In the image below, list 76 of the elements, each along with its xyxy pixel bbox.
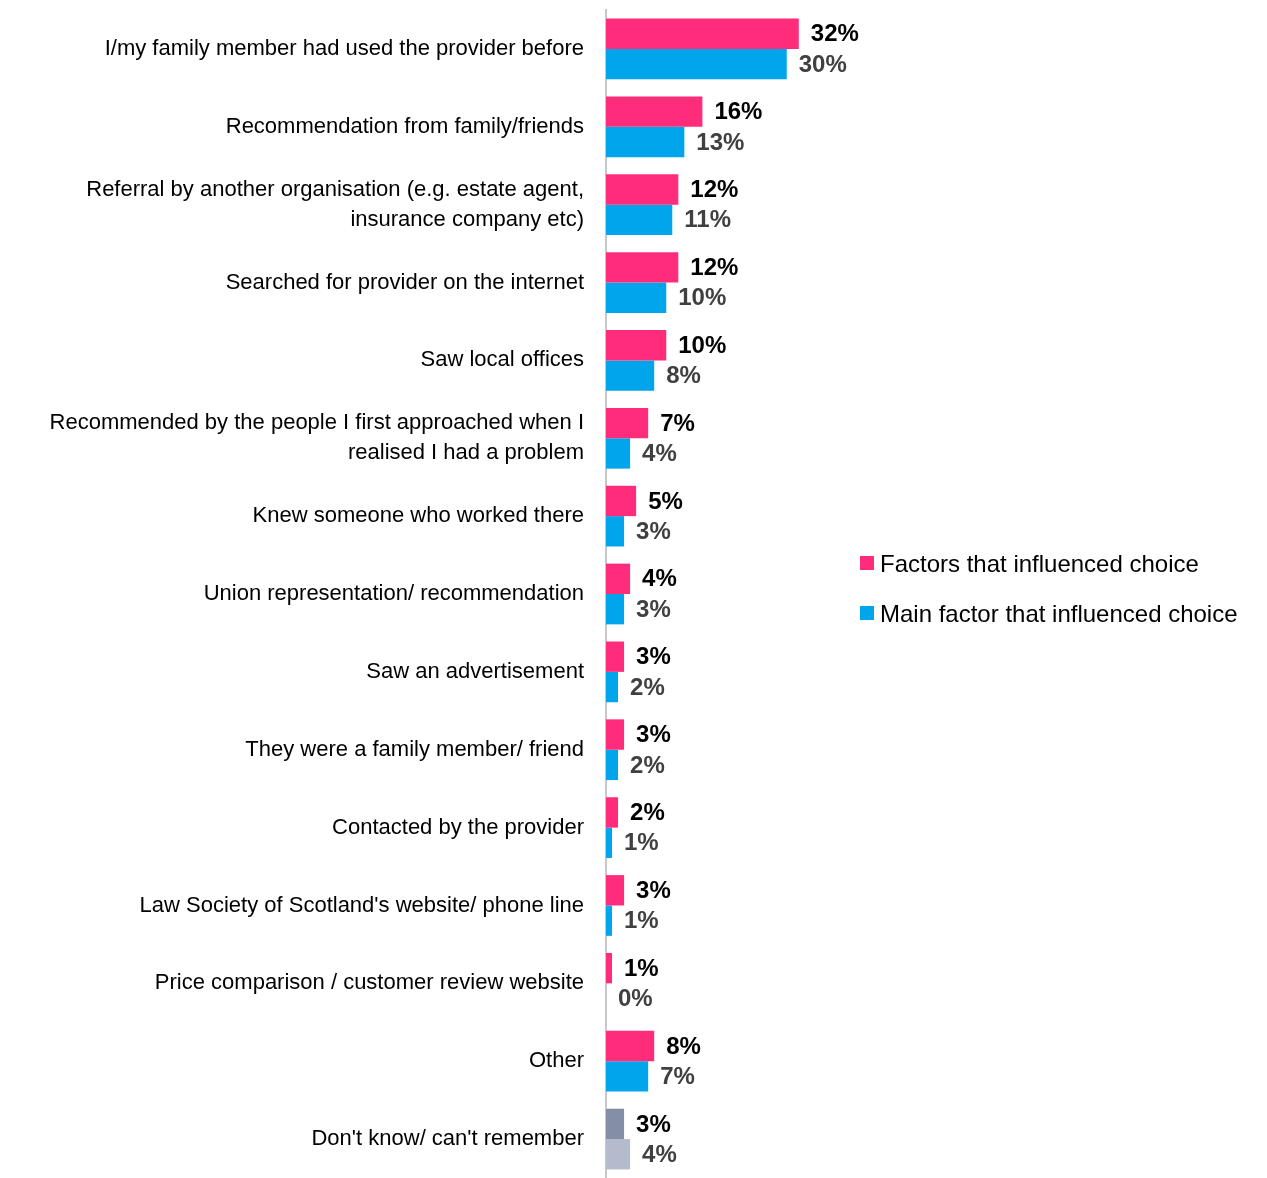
y-tick-label: Saw local offices (420, 346, 584, 372)
y-tick-label: Knew someone who worked there (252, 502, 584, 528)
data-label: 10% (678, 330, 727, 358)
bar (606, 875, 625, 906)
bar (606, 594, 625, 625)
bar (606, 174, 679, 205)
bar (606, 516, 625, 547)
data-label: 32% (810, 19, 859, 47)
data-label: 12% (690, 252, 739, 280)
data-label: 30% (798, 49, 847, 77)
data-label: 3% (636, 594, 671, 622)
data-label: 3% (636, 642, 671, 670)
y-tick-label: Other (528, 1047, 584, 1073)
bar (606, 952, 613, 984)
y-tick-label: Recommended by the people I first approached when I realised I had a problem (49, 409, 584, 465)
y-tick-label: Price comparison / customer review website (154, 969, 584, 995)
bar (606, 48, 787, 80)
bar (606, 905, 613, 936)
bar (606, 485, 637, 517)
data-label: 5% (648, 486, 683, 514)
bar (606, 438, 631, 469)
data-label: 2% (630, 750, 665, 778)
bar (606, 563, 631, 594)
bar (606, 797, 619, 828)
y-tick-label: I/my family member had used the provider before (104, 35, 584, 60)
bar (606, 282, 667, 313)
y-tick-label: Referral by another organisation (e.g. estate agent, insurance company etc) (86, 175, 584, 231)
data-label: 16% (714, 97, 763, 125)
data-label: 12% (690, 175, 739, 203)
y-tick-label: Law Society of Scotland's website/ phone line (139, 891, 584, 917)
bar (606, 1030, 655, 1062)
data-label: 2% (630, 672, 665, 700)
data-label: 13% (696, 127, 745, 155)
bar (606, 96, 703, 127)
data-label: 3% (636, 1109, 671, 1137)
data-label: 4% (642, 439, 677, 467)
y-tick-label: Union representation/ recommendation (203, 580, 584, 606)
y-tick-label: Saw an advertisement (366, 657, 584, 683)
bar (606, 252, 679, 283)
bar (606, 1139, 631, 1170)
bar (606, 1108, 625, 1140)
bar (606, 204, 673, 236)
data-label: 7% (660, 408, 695, 436)
data-label: 1% (624, 906, 659, 934)
data-label: 1% (624, 953, 659, 981)
bar (606, 719, 625, 750)
bar (606, 360, 655, 391)
data-label: 3% (636, 720, 671, 748)
data-label: 0% (618, 984, 653, 1012)
bar (606, 407, 649, 439)
legend-label: Main factor that influenced choice (880, 600, 1238, 628)
bar (606, 126, 685, 158)
bar (606, 671, 619, 703)
bar (606, 749, 619, 781)
data-label: 4% (642, 1139, 677, 1167)
data-label: 10% (678, 283, 727, 311)
bar (606, 1061, 649, 1092)
data-label: 11% (684, 205, 731, 233)
y-tick-label: Recommendation from family/friends (225, 112, 584, 138)
legend-label: Factors that influenced choice (880, 550, 1199, 578)
data-label: 8% (666, 1031, 701, 1059)
y-tick-label: Searched for provider on the internet (225, 268, 584, 294)
data-label: 7% (660, 1062, 695, 1090)
y-tick-label: Don't know/ can't remember (311, 1125, 584, 1151)
bar (606, 827, 613, 858)
data-label: 1% (624, 828, 659, 856)
data-label: 2% (630, 798, 665, 826)
bar (606, 641, 625, 672)
bar (606, 330, 667, 361)
data-label: 4% (642, 564, 677, 592)
bar (606, 18, 799, 49)
data-label: 3% (636, 516, 671, 544)
y-tick-label: Contacted by the provider (332, 813, 584, 839)
data-label: 3% (636, 875, 671, 903)
data-label: 8% (666, 361, 701, 389)
y-tick-label: They were a family member/ friend (245, 735, 584, 761)
